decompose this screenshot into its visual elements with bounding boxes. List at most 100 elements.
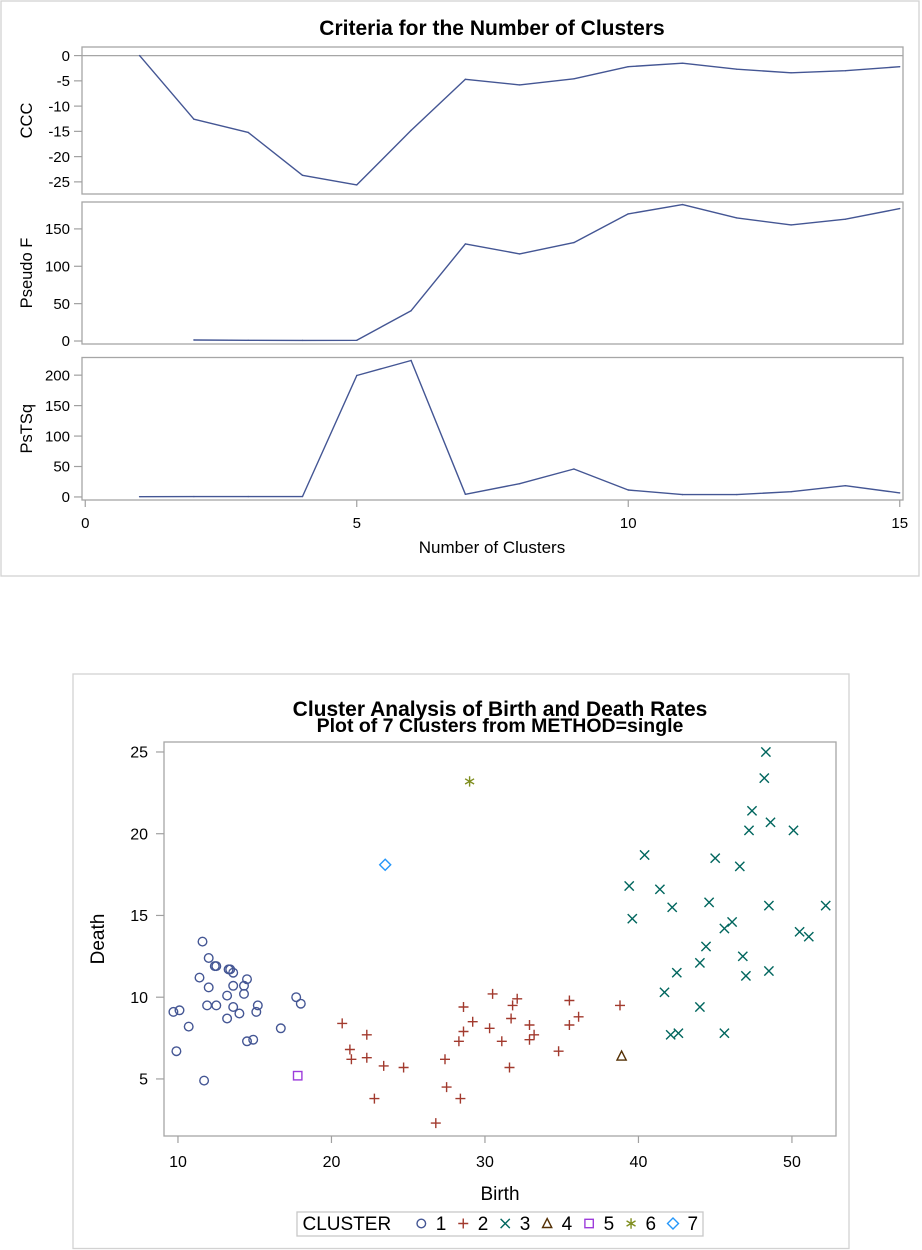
data-point-ccc (410, 129, 412, 132)
cluster-3-point (665, 1029, 676, 1040)
data-point-pseudo-f (356, 339, 358, 341)
cluster-3-point (820, 900, 831, 911)
y-tick-label: 5 (139, 1072, 148, 1089)
y-tick-label: -25 (48, 174, 70, 191)
legend: CLUSTER 1 2 3 4 5 6 7 (296, 1211, 704, 1237)
y-tick-label: -15 (48, 124, 70, 141)
scatter-chart-title: Cluster Analysis of Birth and Death Rate… (293, 698, 708, 721)
cluster-scatter-chart: Cluster Analysis of Birth and Death Rate… (72, 673, 850, 1250)
data-point-pseudo-f (301, 339, 304, 342)
legend-label: 7 (688, 1214, 699, 1235)
cluster-3-point (760, 746, 771, 758)
y-tick-label: 20 (130, 826, 148, 843)
y-tick-label: 25 (130, 745, 148, 762)
cluster-4-point (615, 1049, 628, 1061)
data-point-ccc (573, 78, 575, 80)
cluster-3-point (704, 897, 715, 908)
cluster-1-point (228, 1002, 239, 1013)
y-tick-label: 10 (130, 990, 148, 1007)
cluster-2-point (564, 995, 575, 1006)
panel-frame (81, 46, 904, 195)
legend-items: 1 2 3 4 5 6 7 (416, 1214, 699, 1235)
legend-plus-icon (458, 1218, 469, 1229)
scatter-x-axis-label: Birth (480, 1184, 519, 1205)
cluster-2-series (337, 988, 625, 1129)
data-point-pstsq (301, 495, 304, 498)
cluster-3-point (700, 941, 712, 952)
cluster-1-point (228, 967, 239, 978)
data-point-ccc (301, 174, 304, 176)
scatter-y-axis: 5 10 15 20 25 (130, 745, 164, 1089)
cluster-2-point (507, 1000, 518, 1011)
data-point-ccc (138, 54, 141, 57)
cluster-2-point (361, 1029, 372, 1040)
data-point-ccc (356, 184, 358, 186)
y-tick-label: 0 (62, 489, 70, 506)
cluster-3-point (627, 913, 638, 924)
legend-label: 6 (646, 1214, 657, 1235)
panel-pstsq: 0 50 100 150 200 PsTSq (18, 356, 904, 506)
cluster-1-point (295, 998, 306, 1009)
data-point-pseudo-f (410, 310, 412, 312)
criteria-chart-title: Criteria for the Number of Clusters (319, 17, 664, 40)
cluster-2-point (504, 1062, 515, 1073)
data-point-ccc (790, 72, 792, 74)
y-tick-label: 100 (45, 428, 70, 445)
data-point-pseudo-f (247, 339, 249, 341)
cluster-2-point (467, 1016, 478, 1027)
x-tick-label: 15 (891, 515, 908, 532)
cluster-1-point (194, 972, 205, 983)
cluster-2-point (524, 1020, 535, 1030)
panel-ccc: 0 -5 -10 -15 -20 -25 CCC (18, 46, 904, 195)
x-tick-label: 10 (169, 1154, 187, 1171)
x-tick-label: 10 (620, 515, 637, 532)
legend-item-2: 2 (458, 1214, 488, 1235)
data-point-pstsq (356, 374, 358, 377)
cluster-7-series (378, 858, 392, 872)
cluster-3-point (727, 916, 738, 928)
y-tick-label: 100 (45, 258, 70, 275)
cluster-2-point (455, 1093, 466, 1104)
cluster-3-point (671, 967, 682, 978)
data-point-pseudo-f (518, 253, 521, 255)
data-point-pstsq (138, 496, 141, 498)
x-tick-label: 40 (630, 1154, 648, 1171)
x-tick-label: 5 (353, 515, 361, 532)
legend-x-icon (500, 1218, 511, 1229)
cluster-5-series (292, 1070, 303, 1081)
y-axis-label-pstsq: PsTSq (18, 404, 36, 454)
criteria-x-axis: 0 5 10 15 (81, 500, 908, 532)
legend-label: 2 (478, 1214, 489, 1235)
cluster-1-point (251, 1006, 262, 1017)
legend-label: 4 (562, 1214, 573, 1235)
cluster-2-point (524, 1034, 535, 1045)
cluster-1-point (225, 964, 236, 975)
data-point-pstsq (844, 485, 847, 487)
cluster-1-point (197, 936, 208, 947)
legend-item-5: 5 (584, 1214, 614, 1235)
cluster-3-point (719, 923, 730, 934)
cluster-1-point (228, 980, 239, 991)
data-point-pseudo-f (736, 217, 738, 219)
data-point-ccc (247, 131, 249, 134)
cluster-3-point (734, 861, 745, 872)
cluster-6-series (464, 776, 475, 787)
cluster-1-point (174, 1005, 185, 1016)
cluster-2-point (512, 993, 523, 1004)
data-point-pseudo-f (790, 224, 792, 226)
cluster-2-point (361, 1052, 372, 1063)
data-point-pstsq (736, 493, 738, 496)
cluster-3-point (624, 880, 635, 892)
legend-circle-icon (416, 1218, 427, 1229)
data-point-ccc (899, 66, 901, 68)
cluster-1-point (291, 992, 302, 1003)
cluster-1-point (203, 982, 214, 993)
y-tick-label: 15 (130, 908, 148, 925)
legend-item-4: 4 (541, 1214, 573, 1235)
cluster-2-point (337, 1018, 348, 1029)
cluster-3-point (743, 825, 755, 836)
cluster-1-point (199, 1075, 210, 1086)
cluster-1-point (211, 961, 222, 972)
data-point-ccc (681, 62, 684, 64)
scatter-y-axis-label: Death (88, 914, 109, 965)
